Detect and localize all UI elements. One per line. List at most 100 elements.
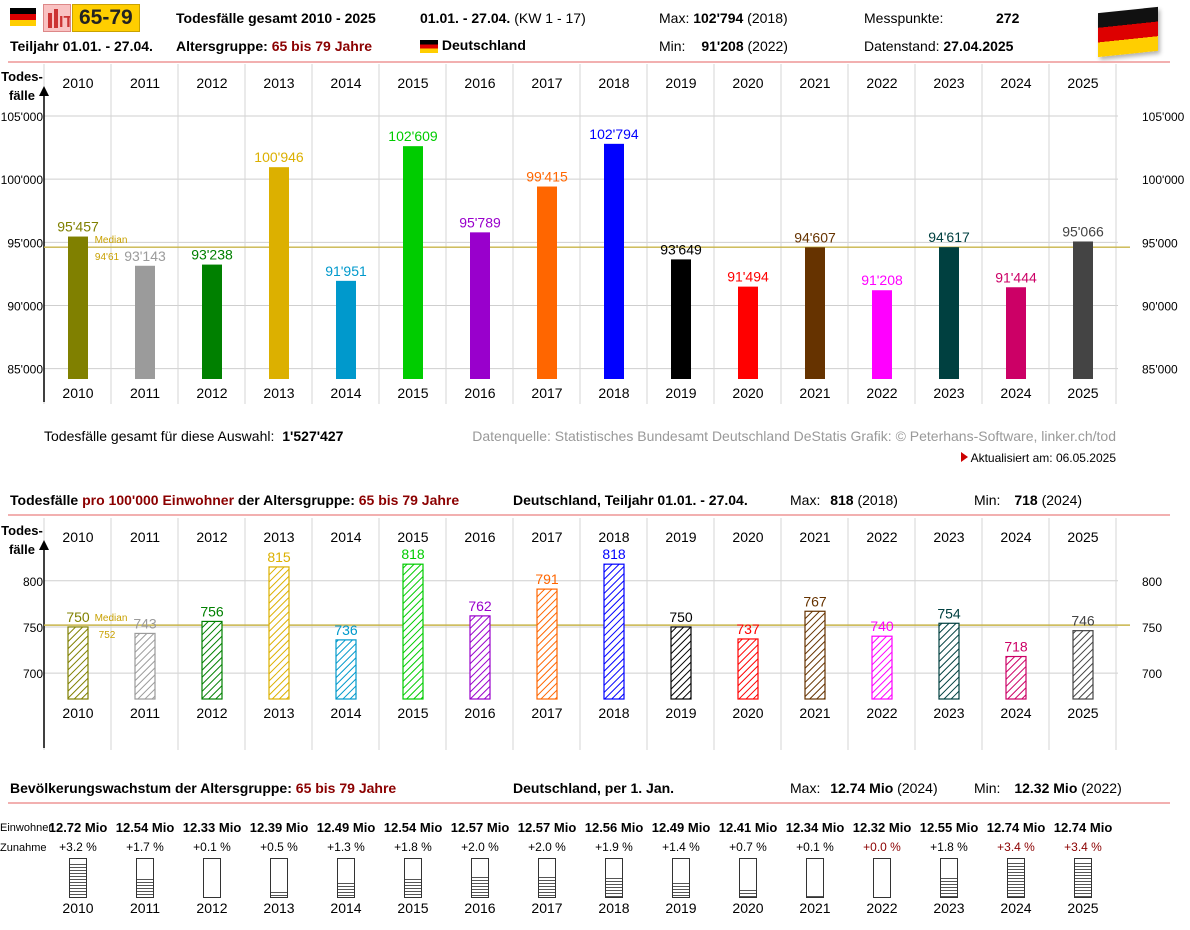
bar bbox=[737, 638, 759, 700]
section3-max-year: (2024) bbox=[897, 780, 938, 796]
population-year: 2015 bbox=[397, 900, 429, 916]
xtick-label-bottom: 2013 bbox=[263, 705, 294, 721]
population-gauge-fill bbox=[1075, 860, 1091, 897]
value-label: 736 bbox=[334, 622, 358, 638]
ytick-label-right: 90'000 bbox=[1142, 300, 1178, 314]
updated-link[interactable]: Aktualisiert am: 06.05.2025 bbox=[960, 451, 1116, 465]
bar-chart-icon[interactable]: IT bbox=[43, 4, 73, 32]
value-label: 750 bbox=[66, 609, 90, 625]
germany-flag-icon[interactable] bbox=[10, 8, 36, 26]
section2-title-b: pro 100'000 Einwohner bbox=[82, 492, 235, 508]
population-growth: +1.8 % bbox=[394, 840, 432, 854]
population-year: 2016 bbox=[464, 900, 496, 916]
xtick-label-top: 2021 bbox=[799, 75, 830, 91]
population-growth: +2.0 % bbox=[461, 840, 499, 854]
xtick-label-bottom: 2012 bbox=[196, 705, 227, 721]
bar bbox=[871, 635, 893, 700]
max-year: (2018) bbox=[747, 10, 788, 26]
section3-title-b: 65 bis 79 Jahre bbox=[295, 780, 397, 796]
xtick-label-top: 2019 bbox=[665, 529, 696, 545]
population-year: 2013 bbox=[263, 900, 295, 916]
population-value: 12.74 Mio bbox=[986, 820, 1046, 835]
population-growth: +1.4 % bbox=[662, 840, 700, 854]
bar bbox=[402, 563, 424, 700]
section2-min-value: 718 bbox=[1014, 492, 1038, 508]
section2-max-value: 818 bbox=[830, 492, 854, 508]
bar-chart-icon-glyph: IT bbox=[48, 9, 73, 31]
section2-min: Min: 718 (2024) bbox=[974, 492, 1082, 508]
bar bbox=[671, 259, 691, 379]
median-label: Median bbox=[95, 613, 128, 624]
xtick-label-top: 2010 bbox=[62, 75, 93, 91]
population-gauge-fill bbox=[472, 874, 488, 897]
updated-text: Aktualisiert am: 06.05.2025 bbox=[970, 451, 1116, 465]
period: 01.01. - 27.04. (KW 1 - 17) bbox=[420, 10, 586, 26]
xtick-label-top: 2020 bbox=[732, 75, 763, 91]
xtick-label-bottom: 2024 bbox=[1000, 705, 1031, 721]
value-label: 756 bbox=[200, 603, 224, 619]
section2-title-d: 65 bis 79 Jahre bbox=[358, 492, 460, 508]
bar bbox=[738, 286, 758, 379]
altersgruppe-value: 65 bis 79 Jahre bbox=[271, 38, 373, 54]
population-value: 12.55 Mio bbox=[919, 820, 979, 835]
ytick-label-left: 750 bbox=[23, 621, 43, 635]
datenstand-value: 27.04.2025 bbox=[943, 38, 1014, 54]
total-label: Todesfälle gesamt für diese Auswahl: bbox=[44, 428, 275, 444]
value-label: 750 bbox=[669, 609, 693, 625]
country-selector[interactable]: Deutschland bbox=[420, 37, 526, 53]
ytick-label-left: 95'000 bbox=[7, 236, 43, 250]
section2-title-a: Todesfälle bbox=[10, 492, 79, 508]
value-label: 743 bbox=[133, 615, 157, 631]
population-gauge bbox=[873, 858, 891, 898]
xtick-label-top: 2022 bbox=[866, 75, 897, 91]
xtick-label-top: 2016 bbox=[464, 75, 495, 91]
xtick-label-top: 2019 bbox=[665, 75, 696, 91]
xtick-label-bottom: 2025 bbox=[1067, 385, 1098, 401]
value-label: 91'494 bbox=[727, 269, 769, 285]
value-label: 767 bbox=[803, 593, 827, 609]
bar bbox=[670, 626, 692, 700]
population-year: 2025 bbox=[1067, 900, 1099, 916]
bar bbox=[1073, 241, 1093, 379]
value-label: 91'208 bbox=[861, 272, 903, 288]
bar bbox=[939, 247, 959, 379]
teiljahr: Teiljahr 01.01. - 27.04. bbox=[10, 38, 153, 54]
ylabel-line-1: Todes- bbox=[1, 69, 43, 84]
population-gauge bbox=[270, 858, 288, 898]
population-value: 12.57 Mio bbox=[450, 820, 510, 835]
ylabel-line-1: Todes- bbox=[1, 523, 43, 538]
datenstand-label: Datenstand: bbox=[864, 38, 940, 54]
population-growth: +1.9 % bbox=[595, 840, 633, 854]
bar bbox=[604, 143, 624, 379]
population-growth: +3.4 % bbox=[997, 840, 1035, 854]
population-gauge-fill bbox=[70, 862, 86, 897]
population-year: 2012 bbox=[196, 900, 228, 916]
population-gauge bbox=[538, 858, 556, 898]
xtick-label-top: 2018 bbox=[598, 75, 629, 91]
bar bbox=[67, 626, 89, 700]
ytick-label-left: 100'000 bbox=[1, 173, 44, 187]
max-label: Max: bbox=[659, 10, 690, 26]
median-value-label: 752 bbox=[99, 630, 116, 641]
population-growth: +0.5 % bbox=[260, 840, 298, 854]
value-label: 99'415 bbox=[526, 169, 568, 185]
min-label: Min: bbox=[659, 38, 686, 54]
messpunkte-value: 272 bbox=[996, 10, 1020, 26]
population-year: 2023 bbox=[933, 900, 965, 916]
xtick-label-top: 2024 bbox=[1000, 75, 1031, 91]
population-value: 12.41 Mio bbox=[718, 820, 778, 835]
min-year: (2022) bbox=[747, 38, 788, 54]
population-gauge bbox=[203, 858, 221, 898]
xtick-label-bottom: 2018 bbox=[598, 705, 629, 721]
age-group-badge[interactable]: 65-79 bbox=[72, 4, 140, 32]
population-growth: +0.1 % bbox=[193, 840, 231, 854]
xtick-label-top: 2017 bbox=[531, 529, 562, 545]
value-label: 818 bbox=[401, 546, 425, 562]
population-year: 2017 bbox=[531, 900, 563, 916]
bar bbox=[336, 280, 356, 379]
chart-deaths-total: 85'000 85'000 90'000 90'000 95'000 95'000 100'… bbox=[1, 64, 1185, 404]
population-value: 12.49 Mio bbox=[651, 820, 711, 835]
population-gauge bbox=[1074, 858, 1092, 898]
population-gauge-fill bbox=[137, 877, 153, 897]
ytick-label-right: 800 bbox=[1142, 575, 1162, 589]
